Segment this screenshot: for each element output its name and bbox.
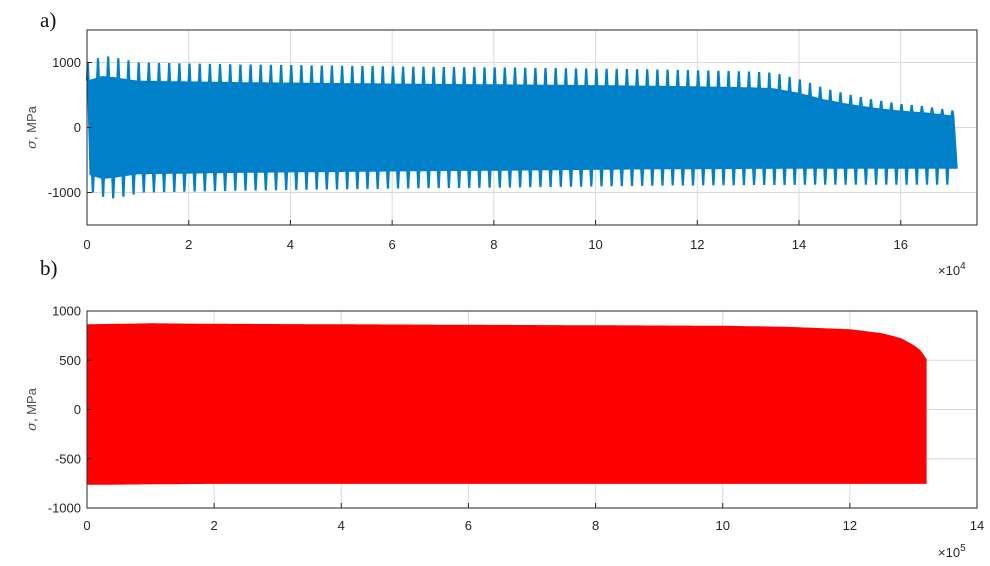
x-tick-label: 8 [490, 237, 497, 252]
y-tick-label: -1000 [48, 185, 81, 200]
x-tick-label: 14 [970, 518, 984, 533]
x-multiplier-exponent: 5 [960, 543, 966, 554]
x-tick-label: 10 [715, 518, 729, 533]
series-0-cycles [85, 56, 958, 199]
y-axis-symbol: σ [25, 139, 40, 149]
y-tick-label: 1000 [52, 55, 81, 70]
y-axis-unit: , MPa [24, 105, 39, 140]
x-tick-label: 12 [690, 237, 704, 252]
y-axis-label: σ, MPa [24, 387, 40, 431]
y-axis-unit: , MPa [24, 387, 39, 422]
panel-label: a) [40, 8, 56, 32]
x-tick-label: 4 [287, 237, 294, 252]
panel-label: b) [40, 256, 58, 280]
x-tick-label: 8 [592, 518, 599, 533]
y-tick-label: -1000 [48, 501, 81, 516]
series-0-signal [86, 323, 927, 485]
x-tick-label: 6 [389, 237, 396, 252]
x-tick-label: 2 [185, 237, 192, 252]
x-tick-label: 0 [83, 518, 90, 533]
y-axis-label: σ, MPa [24, 105, 40, 149]
x-tick-label: 14 [792, 237, 806, 252]
x-tick-label: 10 [588, 237, 602, 252]
y-axis-symbol: σ [25, 421, 40, 431]
x-tick-label: 2 [211, 518, 218, 533]
x-axis-multiplier: ×104 [938, 261, 966, 278]
x-tick-label: 6 [465, 518, 472, 533]
x-multiplier-exponent: 4 [960, 261, 966, 272]
x-multiplier-base: ×10 [938, 263, 960, 278]
x-multiplier-base: ×10 [938, 545, 960, 560]
y-tick-label: 0 [74, 120, 81, 135]
x-tick-label: 4 [338, 518, 345, 533]
y-tick-label: 500 [59, 353, 81, 368]
x-axis-multiplier: ×105 [938, 543, 966, 560]
x-tick-label: 12 [843, 518, 857, 533]
x-tick-label: 0 [83, 237, 90, 252]
y-tick-label: 1000 [52, 304, 81, 319]
y-tick-label: 0 [74, 402, 81, 417]
y-tick-label: -500 [55, 451, 81, 466]
x-tick-label: 16 [893, 237, 907, 252]
